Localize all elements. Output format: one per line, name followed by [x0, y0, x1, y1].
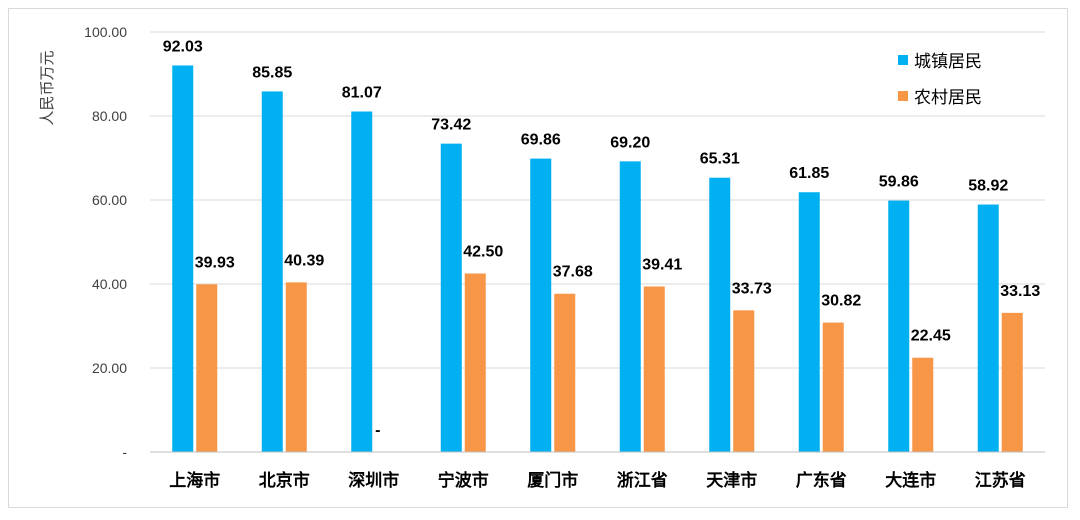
bar-rural [196, 284, 218, 452]
data-label: 81.07 [342, 85, 382, 102]
x-axis-labels: 上海市 北京市 深圳市 宁波市 厦门市 浙江省 天津市 广东省 大连市 江苏省 [169, 470, 1026, 491]
data-label: 22.45 [911, 328, 951, 345]
legend: 城镇居民 农村居民 [898, 52, 982, 108]
x-tick-label: 广东省 [796, 470, 847, 491]
bar-rural [643, 286, 665, 452]
data-label: 73.42 [431, 117, 471, 134]
y-tick-label: 40.00 [92, 276, 127, 292]
data-label: 65.31 [700, 151, 740, 168]
data-label: 37.68 [553, 264, 593, 281]
legend-swatch-rural [898, 91, 908, 101]
bar-rural [822, 322, 844, 452]
x-tick-label: 北京市 [259, 470, 310, 491]
x-tick-label: 上海市 [169, 470, 220, 491]
bar-rural [285, 282, 307, 452]
y-tick-label: 20.00 [92, 360, 127, 376]
gridlines [150, 31, 1045, 369]
data-label: 33.13 [1000, 283, 1040, 300]
data-labels: 92.03 39.93 85.85 40.39 81.07 - 73.42 42.50 69.8… [163, 38, 1041, 439]
y-tick-label: 80.00 [92, 108, 127, 124]
data-label: 39.41 [642, 256, 682, 273]
bar-urban [709, 177, 731, 452]
y-axis-ticks: - 20.00 40.00 60.00 80.00 100.00 [84, 24, 127, 460]
bar-urban [530, 158, 552, 452]
x-tick-label: 大连市 [885, 470, 936, 491]
bar-rural [554, 293, 576, 452]
y-tick-label: - [122, 444, 127, 460]
y-axis-title: 人民币万元 [38, 50, 56, 125]
x-tick-label: 江苏省 [975, 470, 1026, 491]
bar-urban [172, 65, 194, 452]
legend-swatch-urban [898, 55, 908, 65]
legend-label-rural: 农村居民 [914, 88, 982, 108]
data-label: 92.03 [163, 38, 203, 55]
data-label: 61.85 [789, 165, 829, 182]
y-tick-label: 60.00 [92, 192, 127, 208]
data-label: 40.39 [284, 252, 324, 269]
x-tick-label: 天津市 [706, 470, 757, 491]
bar-rural [733, 310, 755, 452]
data-label: 59.86 [879, 174, 919, 191]
x-tick-label: 宁波市 [438, 470, 489, 491]
bar-urban [440, 143, 462, 453]
bar-urban [261, 91, 283, 453]
y-tick-label: 100.00 [84, 24, 127, 40]
data-label: 69.20 [610, 134, 650, 151]
data-label: 85.85 [252, 64, 292, 81]
x-tick-label: 浙江省 [617, 470, 668, 491]
data-label: 42.50 [463, 244, 503, 261]
data-label: 30.82 [821, 293, 861, 310]
x-tick-label: 深圳市 [348, 470, 399, 491]
bar-urban [351, 111, 373, 453]
data-label: 33.73 [732, 280, 772, 297]
data-label: 69.86 [521, 132, 561, 149]
x-tick-label: 厦门市 [527, 470, 578, 491]
data-label: 39.93 [195, 254, 235, 271]
data-label: 58.92 [968, 178, 1008, 195]
bar-urban [798, 192, 820, 453]
bar-urban [888, 200, 910, 452]
legend-label-urban: 城镇居民 [914, 52, 982, 72]
data-label: - [375, 422, 380, 439]
bars [172, 65, 1023, 453]
bar-rural [464, 273, 486, 452]
bar-urban [977, 204, 999, 452]
bar-rural [1001, 312, 1023, 452]
bar-urban [619, 161, 641, 453]
bar-rural [912, 357, 934, 452]
